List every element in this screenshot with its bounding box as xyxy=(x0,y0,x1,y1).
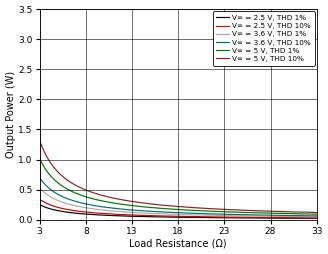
V∞ = 3.6 V, THD 10% xyxy=(308,214,312,217)
Y-axis label: Output Power (W): Output Power (W) xyxy=(6,71,15,158)
V∞ = 2.5 V, THD 1% xyxy=(265,217,269,220)
V∞ = 2.5 V, THD 1% xyxy=(171,216,175,219)
V∞ = 3.6 V, THD 10% xyxy=(38,176,42,179)
V∞ = 5 V, THD 1% xyxy=(169,208,173,211)
V∞ = 2.5 V, THD 1% xyxy=(308,217,312,220)
V∞ = 3.6 V, THD 1% xyxy=(315,215,319,218)
Text: C001: C001 xyxy=(298,211,313,215)
Line: V∞ = 2.5 V, THD 10%: V∞ = 2.5 V, THD 10% xyxy=(40,199,317,218)
Legend: V∞ = 2.5 V, THD 1%, V∞ = 2.5 V, THD 10%, V∞ = 3.6 V, THD 1%, V∞ = 3.6 V, THD 10%: V∞ = 2.5 V, THD 1%, V∞ = 2.5 V, THD 10%,… xyxy=(213,11,315,66)
V∞ = 5 V, THD 1% xyxy=(171,208,175,211)
V∞ = 2.5 V, THD 1% xyxy=(169,216,173,219)
V∞ = 3.6 V, THD 1% xyxy=(169,213,173,216)
V∞ = 5 V, THD 1% xyxy=(203,209,207,212)
V∞ = 2.5 V, THD 1% xyxy=(38,203,42,206)
V∞ = 5 V, THD 10% xyxy=(38,139,42,142)
Line: V∞ = 5 V, THD 1%: V∞ = 5 V, THD 1% xyxy=(40,158,317,214)
V∞ = 2.5 V, THD 10% xyxy=(315,216,319,219)
V∞ = 5 V, THD 10% xyxy=(171,204,175,208)
V∞ = 3.6 V, THD 10% xyxy=(188,212,192,215)
V∞ = 2.5 V, THD 10% xyxy=(265,216,269,219)
V∞ = 5 V, THD 1% xyxy=(38,157,42,160)
V∞ = 2.5 V, THD 1% xyxy=(315,217,319,220)
V∞ = 3.6 V, THD 10% xyxy=(315,214,319,217)
V∞ = 3.6 V, THD 1% xyxy=(171,213,175,216)
V∞ = 3.6 V, THD 1% xyxy=(38,186,42,189)
V∞ = 3.6 V, THD 10% xyxy=(203,212,207,215)
V∞ = 3.6 V, THD 1% xyxy=(265,215,269,218)
Line: V∞ = 2.5 V, THD 1%: V∞ = 2.5 V, THD 1% xyxy=(40,205,317,218)
V∞ = 2.5 V, THD 10% xyxy=(171,215,175,218)
Line: V∞ = 3.6 V, THD 10%: V∞ = 3.6 V, THD 10% xyxy=(40,178,317,216)
V∞ = 5 V, THD 10% xyxy=(203,207,207,210)
V∞ = 3.6 V, THD 10% xyxy=(171,211,175,214)
V∞ = 2.5 V, THD 10% xyxy=(203,215,207,218)
V∞ = 5 V, THD 1% xyxy=(188,209,192,212)
V∞ = 2.5 V, THD 10% xyxy=(308,216,312,219)
V∞ = 2.5 V, THD 10% xyxy=(169,215,173,218)
V∞ = 3.6 V, THD 1% xyxy=(308,215,312,218)
V∞ = 5 V, THD 1% xyxy=(308,213,312,216)
V∞ = 5 V, THD 1% xyxy=(315,213,319,216)
V∞ = 5 V, THD 10% xyxy=(188,206,192,209)
X-axis label: Load Resistance (Ω): Load Resistance (Ω) xyxy=(129,239,227,248)
V∞ = 3.6 V, THD 10% xyxy=(169,211,173,214)
V∞ = 5 V, THD 10% xyxy=(308,211,312,214)
V∞ = 5 V, THD 10% xyxy=(265,210,269,213)
V∞ = 2.5 V, THD 1% xyxy=(203,216,207,219)
V∞ = 2.5 V, THD 10% xyxy=(188,215,192,218)
V∞ = 3.6 V, THD 1% xyxy=(188,213,192,216)
V∞ = 5 V, THD 10% xyxy=(169,204,173,208)
V∞ = 3.6 V, THD 10% xyxy=(265,214,269,217)
V∞ = 5 V, THD 10% xyxy=(315,211,319,214)
V∞ = 2.5 V, THD 10% xyxy=(38,198,42,201)
V∞ = 2.5 V, THD 1% xyxy=(188,216,192,219)
V∞ = 5 V, THD 1% xyxy=(265,212,269,215)
V∞ = 3.6 V, THD 1% xyxy=(203,214,207,217)
Line: V∞ = 5 V, THD 10%: V∞ = 5 V, THD 10% xyxy=(40,140,317,213)
Line: V∞ = 3.6 V, THD 1%: V∞ = 3.6 V, THD 1% xyxy=(40,188,317,217)
